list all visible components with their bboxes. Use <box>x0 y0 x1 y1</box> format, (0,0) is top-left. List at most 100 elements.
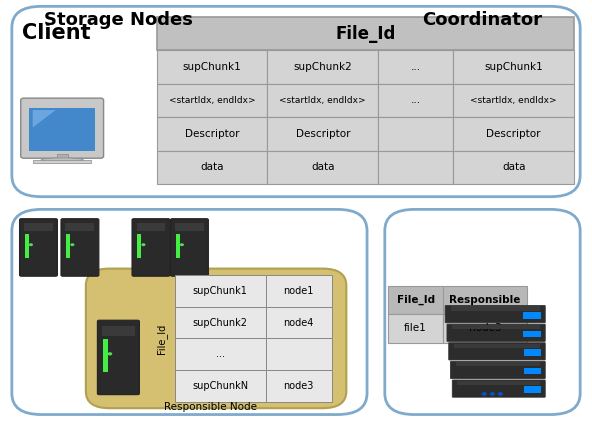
Bar <box>176 234 180 258</box>
Bar <box>157 17 574 50</box>
Text: Descriptor: Descriptor <box>185 129 239 139</box>
Bar <box>454 343 540 348</box>
Text: supChunkN: supChunkN <box>192 381 248 391</box>
Bar <box>378 84 453 117</box>
Text: supChunk2: supChunk2 <box>192 318 247 327</box>
Bar <box>388 286 443 314</box>
Bar <box>268 50 378 84</box>
Bar <box>268 151 378 184</box>
Text: supChunk1: supChunk1 <box>484 62 543 72</box>
Text: Coordinator: Coordinator <box>423 11 542 29</box>
Bar <box>524 349 541 356</box>
Bar <box>458 381 540 385</box>
FancyBboxPatch shape <box>86 269 346 408</box>
Text: node3: node3 <box>284 381 314 391</box>
Bar <box>378 151 453 184</box>
Bar <box>175 338 266 370</box>
Bar <box>456 362 540 366</box>
Bar <box>175 223 204 231</box>
Bar <box>157 117 268 151</box>
Text: data: data <box>311 162 334 172</box>
Circle shape <box>70 243 75 246</box>
Bar <box>443 314 527 343</box>
Bar <box>137 223 165 231</box>
Bar <box>175 307 266 338</box>
Text: <startIdx, endIdx>: <startIdx, endIdx> <box>471 96 557 105</box>
Text: node3: node3 <box>469 323 501 333</box>
Bar <box>268 84 378 117</box>
FancyBboxPatch shape <box>170 219 208 276</box>
Bar <box>266 307 332 338</box>
Text: node4: node4 <box>284 318 314 327</box>
Bar <box>175 370 266 402</box>
Circle shape <box>180 243 184 246</box>
Bar <box>57 154 67 159</box>
Text: File_Id: File_Id <box>156 323 167 354</box>
Bar <box>388 314 443 343</box>
Bar <box>24 223 53 231</box>
Circle shape <box>29 243 33 246</box>
Bar <box>378 50 453 84</box>
Bar <box>525 387 541 393</box>
Text: Descriptor: Descriptor <box>487 129 541 139</box>
Bar <box>175 275 266 307</box>
Bar <box>157 84 268 117</box>
FancyBboxPatch shape <box>385 209 580 415</box>
Bar <box>453 151 574 184</box>
Text: supChunk1: supChunk1 <box>193 286 247 296</box>
Bar <box>453 50 574 84</box>
Text: Client: Client <box>22 23 91 43</box>
Text: Storage Nodes: Storage Nodes <box>44 11 193 29</box>
FancyBboxPatch shape <box>97 320 139 395</box>
Bar <box>102 326 134 336</box>
Text: Responsible Node: Responsible Node <box>163 402 257 412</box>
Text: <startIdx, endIdx>: <startIdx, endIdx> <box>279 96 366 105</box>
FancyBboxPatch shape <box>451 361 545 379</box>
Text: Responsible: Responsible <box>449 295 521 305</box>
Bar <box>157 151 268 184</box>
Circle shape <box>108 352 112 355</box>
Text: Descriptor: Descriptor <box>295 129 350 139</box>
Bar <box>453 117 574 151</box>
FancyBboxPatch shape <box>445 305 545 323</box>
FancyBboxPatch shape <box>12 209 367 415</box>
Text: supChunk2: supChunk2 <box>294 62 352 72</box>
Bar <box>266 275 332 307</box>
Bar <box>523 312 540 319</box>
FancyBboxPatch shape <box>12 6 580 197</box>
Bar <box>103 339 108 372</box>
Text: supChunk1: supChunk1 <box>183 62 242 72</box>
Bar <box>266 338 332 370</box>
Bar <box>266 370 332 402</box>
Bar <box>524 368 541 374</box>
Bar <box>66 234 70 258</box>
Ellipse shape <box>41 158 83 162</box>
Polygon shape <box>33 110 56 127</box>
Bar <box>25 234 29 258</box>
Text: <startIdx, endIdx>: <startIdx, endIdx> <box>169 96 256 105</box>
Bar <box>452 325 540 329</box>
Circle shape <box>498 392 503 396</box>
Text: node1: node1 <box>284 286 314 296</box>
Bar <box>523 331 540 337</box>
Text: ...: ... <box>411 62 421 72</box>
Text: File_Id: File_Id <box>397 295 435 305</box>
Bar <box>268 117 378 151</box>
FancyBboxPatch shape <box>447 324 545 341</box>
Text: File_Id: File_Id <box>336 25 395 43</box>
Text: ...: ... <box>411 96 421 105</box>
Circle shape <box>490 392 495 396</box>
Bar <box>378 117 453 151</box>
Circle shape <box>482 392 487 396</box>
Text: data: data <box>201 162 224 172</box>
Text: file1: file1 <box>404 323 427 333</box>
FancyBboxPatch shape <box>61 219 99 276</box>
Bar <box>451 306 540 310</box>
Text: data: data <box>502 162 526 172</box>
FancyBboxPatch shape <box>449 343 545 360</box>
FancyBboxPatch shape <box>452 380 545 397</box>
Bar <box>443 286 527 314</box>
Circle shape <box>141 243 146 246</box>
Bar <box>137 234 141 258</box>
Bar <box>157 50 268 84</box>
